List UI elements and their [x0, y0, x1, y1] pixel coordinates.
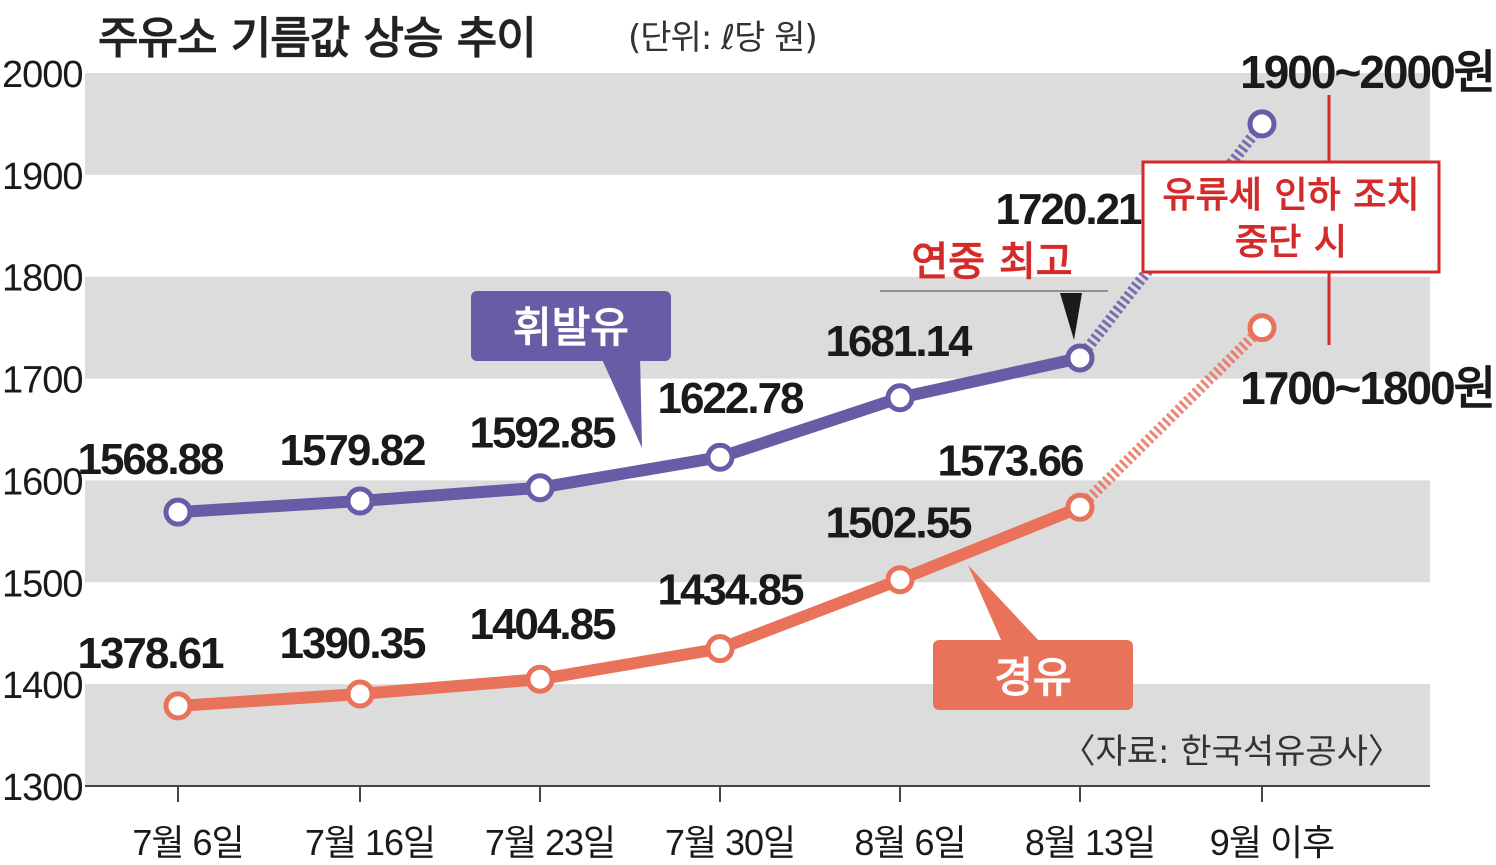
y-tick-label: 1700 — [2, 360, 83, 402]
x-tick-label: 7월 16일 — [305, 822, 435, 863]
x-axis: 7월 6일 7월 16일 7월 23일 7월 30일 8월 6일 8월 13일 9월 이후 — [85, 785, 1430, 863]
record-high-pointer — [1060, 293, 1082, 340]
diesel-value-label: 1502.55 — [825, 499, 972, 548]
diesel-point — [885, 565, 915, 595]
y-tick-label: 1600 — [2, 461, 83, 503]
diesel-point — [1247, 313, 1277, 343]
x-tick-label: 7월 30일 — [665, 822, 795, 863]
diesel-callout — [933, 640, 1133, 710]
diesel-value-label: 1378.61 — [77, 629, 224, 678]
grid-band — [85, 276, 1430, 379]
gasoline-point — [345, 486, 375, 516]
diesel-projection-label: 1700~1800원 — [1240, 362, 1494, 414]
gasoline-point — [163, 497, 193, 527]
gasoline-value-label: 1579.82 — [279, 426, 425, 475]
scenario-text-line1: 유류세 인하 조치 — [1163, 175, 1420, 216]
scenario-text-line2: 중단 시 — [1235, 222, 1347, 263]
diesel-point — [705, 634, 735, 664]
diesel-value-label: 1404.85 — [469, 600, 616, 649]
x-tick-label: 7월 6일 — [132, 822, 243, 863]
diesel-callout-pointer — [968, 565, 1040, 642]
gasoline-point — [1247, 109, 1277, 139]
gasoline-point — [1065, 343, 1095, 373]
grid-band — [85, 73, 1430, 175]
grid-band — [85, 480, 1430, 583]
gasoline-value-label: 1568.88 — [77, 435, 224, 484]
gasoline-value-label: 1720.21 — [995, 185, 1142, 234]
x-tick-label: 8월 6일 — [854, 822, 965, 863]
gasoline-point — [705, 442, 735, 472]
y-tick-label: 1300 — [2, 767, 83, 809]
x-tick-label: 7월 23일 — [485, 822, 615, 863]
y-tick-label: 1800 — [2, 258, 83, 300]
gasoline-callout-pointer — [600, 355, 642, 448]
diesel-series-name: 경유 — [994, 653, 1071, 702]
unit-label: (단위: ℓ당 원) — [628, 18, 818, 58]
x-tick-label: 8월 13일 — [1025, 822, 1155, 863]
record-high-label: 연중 최고 — [911, 239, 1072, 285]
gasoline-line — [172, 351, 1086, 519]
diesel-point — [163, 691, 193, 721]
y-tick-label: 2000 — [2, 54, 83, 96]
diesel-value-label: 1573.66 — [937, 436, 1083, 485]
gasoline-callout — [471, 291, 671, 361]
diesel-line — [172, 501, 1086, 712]
y-tick-label: 1500 — [2, 563, 83, 605]
y-axis: 2000 1900 1800 1700 1600 1500 1400 1300 — [2, 54, 84, 809]
x-tick-label: 9월 이후 — [1210, 822, 1334, 863]
chart-title: 주유소 기름값 상승 추이 — [98, 13, 537, 64]
series-points — [163, 109, 1277, 721]
data-labels: 1568.88 1579.82 1592.85 1622.78 1681.14 1720.… — [77, 46, 1496, 678]
diesel-point — [525, 664, 555, 694]
diesel-value-label: 1434.85 — [657, 566, 804, 615]
gasoline-projection-label: 1900~2000원 — [1240, 46, 1494, 98]
gasoline-point — [885, 383, 915, 413]
diesel-point — [1065, 492, 1095, 522]
gasoline-series-name: 휘발유 — [513, 303, 629, 352]
diesel-projection-line — [1076, 323, 1266, 512]
y-tick-label: 1400 — [2, 665, 83, 707]
diesel-point — [345, 679, 375, 709]
grid-bands — [85, 73, 1430, 786]
source-note: 〈자료: 한국석유공사〉 — [1061, 732, 1402, 772]
y-tick-label: 1900 — [2, 156, 83, 198]
gasoline-value-label: 1622.78 — [657, 374, 804, 423]
gasoline-point — [525, 473, 555, 503]
gasoline-value-label: 1592.85 — [469, 409, 616, 458]
diesel-value-label: 1390.35 — [279, 619, 426, 668]
scenario-box — [1141, 160, 1441, 274]
gasoline-value-label: 1681.14 — [825, 317, 973, 366]
